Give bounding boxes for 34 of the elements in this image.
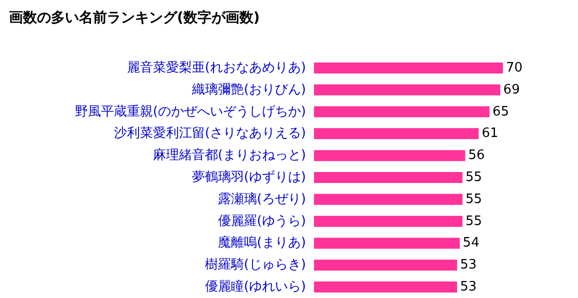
data-label: 55	[466, 170, 482, 185]
bar	[314, 172, 462, 183]
y-tick-label: 野風平蔵重親(のかぜへいぞうしげちか)	[74, 104, 306, 120]
y-tick-label: 露瀬璃(ろぜり)	[218, 192, 306, 207]
data-label: 53	[460, 258, 477, 273]
y-tick-label: 織璃彌艶(おりびん)	[190, 82, 306, 98]
data-label: 65	[492, 104, 510, 120]
y-tick-label: 優麗瞳(ゆれいら)	[204, 280, 306, 295]
bar	[314, 150, 466, 162]
bar	[314, 238, 460, 249]
y-tick-label: 沙利菜愛利江留(さりなありえる)	[114, 126, 306, 142]
bar	[314, 62, 503, 74]
data-label: 56	[468, 148, 485, 164]
y-tick-label: 麻理緒音都(まりおねっと)	[152, 148, 306, 164]
data-label: 54	[462, 236, 480, 251]
bar	[314, 260, 458, 271]
y-tick-label: 樹羅騎(じゅらき)	[204, 258, 306, 273]
data-label: 53	[460, 280, 477, 295]
text: 画数の多い名前ランキング(数字が画数)	[9, 9, 260, 26]
bar	[314, 84, 500, 96]
data-label: 69	[503, 82, 520, 98]
data-label: 55	[466, 192, 482, 207]
bar	[314, 282, 458, 293]
bar	[314, 106, 490, 118]
data-label: 70	[506, 60, 523, 76]
y-tick-label: 麗音菜愛梨亜(れおなあめりあ)	[126, 60, 306, 76]
bar	[314, 194, 462, 205]
y-tick-label: 魔離嗚(まりあ)	[218, 236, 306, 251]
bar	[314, 216, 462, 227]
bar	[314, 128, 479, 140]
data-label: 61	[482, 126, 498, 142]
data-label: 55	[466, 214, 482, 229]
y-tick-label: 優麗羅(ゆうら)	[218, 214, 306, 229]
y-tick-label: 夢鶴璃羽(ゆずりは)	[192, 170, 306, 185]
